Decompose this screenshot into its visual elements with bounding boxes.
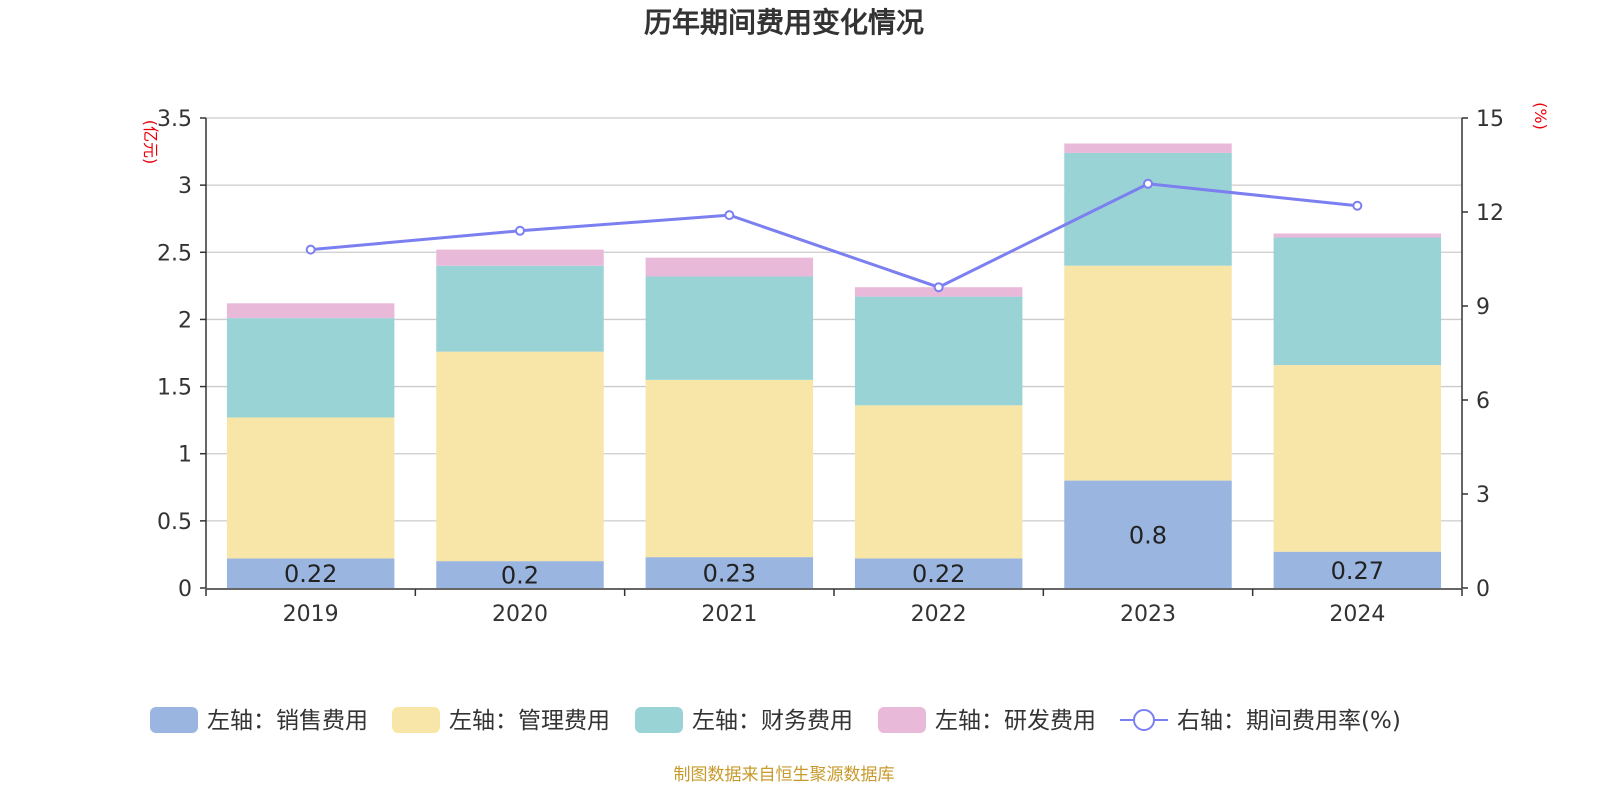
- legend-item-1[interactable]: 左轴：销售费用: [150, 707, 368, 734]
- legend-circle-symbol: [1133, 709, 1155, 731]
- bar-value-label: 0.23: [703, 560, 756, 588]
- rate-point[interactable]: [1143, 178, 1153, 189]
- bar-segment-3[interactable]: [436, 265, 604, 352]
- bar-segment-4[interactable]: [1273, 233, 1442, 238]
- bar-segment-1[interactable]: [645, 557, 814, 588]
- bar-segment-4[interactable]: [1064, 143, 1232, 153]
- legend[interactable]: 左轴：销售费用 左轴：管理费用 左轴：财务费用 左轴：研发费用 右轴：期间费用率(%): [150, 707, 1401, 734]
- bar-segment-1[interactable]: [1273, 551, 1442, 588]
- rate-line: [310, 182, 1358, 289]
- legend-label: 左轴：研发费用: [935, 708, 1096, 734]
- bar-segment-2[interactable]: [436, 351, 604, 562]
- legend-label: 右轴：期间费用率(%): [1177, 708, 1401, 734]
- legend-item-5[interactable]: 右轴：期间费用率(%): [1120, 708, 1401, 734]
- right-axis-unit: (%): [1531, 102, 1550, 130]
- left-tick-label: 0: [178, 577, 192, 602]
- bar-segment-2[interactable]: [226, 417, 395, 559]
- bar-series-group: [226, 143, 1442, 588]
- data-labels: 0.22 0.2 0.23 0.22 0.8 0.27: [284, 521, 1384, 589]
- legend-label: 左轴：财务费用: [692, 708, 853, 734]
- right-tick-label: 3: [1476, 483, 1490, 508]
- bar-segment-4[interactable]: [436, 249, 604, 266]
- legend-swatch: [150, 707, 198, 733]
- bar-segment-4[interactable]: [226, 303, 395, 319]
- legend-label: 左轴：管理费用: [449, 708, 610, 734]
- x-tick-label: 2019: [283, 602, 339, 627]
- bar-segment-1[interactable]: [436, 561, 604, 588]
- bar-segment-2[interactable]: [1273, 365, 1442, 552]
- bar-segment-1[interactable]: [1064, 480, 1232, 588]
- bar-value-label: 0.2: [501, 562, 539, 590]
- bar-segment-3[interactable]: [1273, 237, 1442, 366]
- bar-segment-2[interactable]: [1064, 265, 1232, 481]
- x-tick-label: 2020: [492, 602, 548, 627]
- left-axis-unit: (亿元): [141, 120, 160, 165]
- bar-segment-3[interactable]: [1064, 152, 1232, 266]
- rate-point[interactable]: [305, 244, 316, 255]
- x-tick-label: 2023: [1120, 602, 1176, 627]
- right-tick-label: 9: [1476, 295, 1490, 320]
- right-tick-label: 0: [1476, 577, 1490, 602]
- left-tick-label: 1.5: [157, 376, 192, 401]
- left-tick-label: 2.5: [157, 241, 192, 266]
- left-tick-label: 3: [178, 174, 192, 199]
- bar-segment-4[interactable]: [645, 257, 814, 277]
- rate-point[interactable]: [515, 225, 525, 236]
- x-tick-label: 2022: [911, 602, 967, 627]
- legend-item-4[interactable]: 左轴：研发费用: [878, 707, 1096, 734]
- chart-title: 历年期间费用变化情况: [644, 6, 924, 39]
- axes: 0 0.5 1 1.5 2 2.5 3 3.5 0 3 6 9 12 15 2019 2020 2021 2022…: [157, 107, 1504, 627]
- bar-segment-3[interactable]: [226, 318, 395, 418]
- bar-value-label: 0.8: [1129, 521, 1167, 549]
- right-tick-label: 12: [1476, 201, 1504, 226]
- right-tick-label: 15: [1476, 107, 1504, 132]
- rate-point[interactable]: [1352, 200, 1363, 211]
- legend-item-3[interactable]: 左轴：财务费用: [635, 707, 853, 734]
- left-tick-label: 0.5: [157, 510, 192, 535]
- left-tick-label: 3.5: [157, 107, 192, 132]
- legend-swatch: [635, 707, 683, 733]
- bar-segment-3[interactable]: [854, 296, 1023, 406]
- x-tick-label: 2021: [701, 602, 757, 627]
- x-tick-label: 2024: [1329, 602, 1385, 627]
- legend-swatch: [878, 707, 926, 733]
- bar-segment-2[interactable]: [854, 405, 1023, 559]
- rate-point[interactable]: [933, 282, 944, 293]
- legend-swatch: [392, 707, 440, 733]
- left-tick-label: 1: [178, 443, 192, 468]
- line-series-group: [305, 178, 1363, 293]
- bar-value-label: 0.27: [1331, 557, 1384, 585]
- bar-value-label: 0.22: [912, 560, 965, 588]
- right-tick-label: 6: [1476, 389, 1490, 414]
- bar-segment-3[interactable]: [645, 276, 814, 380]
- legend-item-2[interactable]: 左轴：管理费用: [392, 707, 610, 734]
- bar-segment-1[interactable]: [854, 558, 1023, 588]
- bar-value-label: 0.22: [284, 560, 337, 588]
- left-tick-label: 2: [178, 308, 192, 333]
- rate-point[interactable]: [724, 210, 735, 221]
- bar-segment-1[interactable]: [226, 558, 395, 588]
- bar-segment-2[interactable]: [645, 379, 814, 558]
- data-source-note: 制图数据来自恒生聚源数据库: [674, 765, 895, 785]
- legend-label: 左轴：销售费用: [207, 708, 368, 734]
